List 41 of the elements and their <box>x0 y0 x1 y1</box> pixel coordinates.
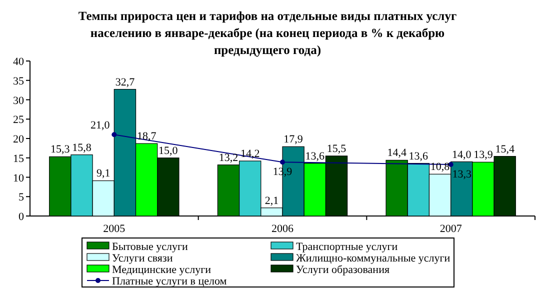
chart-title: Темпы прироста цен и тарифов на отдельные виды платных услуг населению в январе-декабре (на конец периода в % к декабрю предыдущего года) <box>78 9 457 57</box>
y-tick-label: 35 <box>13 75 24 88</box>
y-tick-label: 30 <box>13 94 24 107</box>
legend-label: Услуги связи <box>112 252 173 264</box>
legend-label: Жилищно-коммунальные услуги <box>296 252 450 264</box>
data-label: 15,5 <box>326 142 347 155</box>
data-label: 13,6 <box>305 150 326 162</box>
data-label: 13,6 <box>408 150 429 162</box>
legend-label: Услуги образования <box>296 264 390 276</box>
y-tick-label: 0 <box>18 211 24 223</box>
data-label: 13,2 <box>218 152 238 164</box>
data-label: 13,9 <box>474 149 494 162</box>
data-label: 15,4 <box>495 143 515 156</box>
data-label: 13,9 <box>272 166 293 178</box>
y-tick-label: 40 <box>13 56 24 68</box>
x-tick-label: 2005 <box>103 223 126 235</box>
data-label: 15,3 <box>50 144 70 156</box>
data-label: 14,4 <box>387 147 407 160</box>
x-tick-label: 2007 <box>440 223 462 235</box>
point <box>112 132 117 138</box>
data-label: 15,0 <box>158 144 178 157</box>
legend-label: Транспортные услуги <box>296 241 398 253</box>
data-label: 14,0 <box>452 148 472 161</box>
data-label: 13,3 <box>452 168 472 180</box>
y-tick-label: 25 <box>13 114 24 126</box>
data-label: 17,9 <box>284 134 304 146</box>
data-label: 9,1 <box>96 168 110 180</box>
y-tick-label: 10 <box>13 172 24 184</box>
data-label: 21,0 <box>90 120 110 132</box>
y-tick-label: 20 <box>13 134 24 146</box>
y-tick-label: 15 <box>13 152 24 165</box>
data-label: 32,7 <box>115 76 136 88</box>
legend-label: Платные услуги в целом <box>112 276 227 288</box>
legend-label: Бытовые услуги <box>112 241 188 253</box>
point <box>280 160 285 165</box>
x-tick-label: 2006 <box>272 223 294 235</box>
data-label: 15,8 <box>72 142 92 154</box>
y-tick-label: 5 <box>18 192 24 204</box>
legend-label: Медицинские услуги <box>112 264 212 276</box>
data-label: 18,7 <box>136 130 157 143</box>
data-label: 2,1 <box>264 194 279 207</box>
